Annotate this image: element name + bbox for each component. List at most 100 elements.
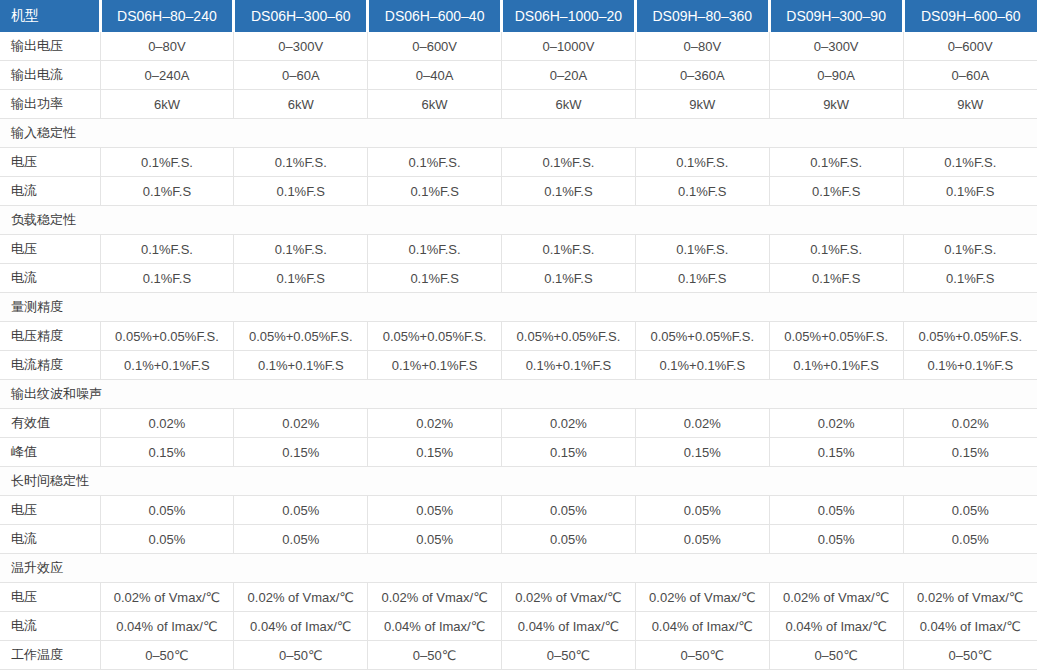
section-row: 长时间稳定性: [0, 467, 1037, 496]
spec-value-cell: 0–90A: [769, 61, 903, 90]
section-label: 温升效应: [0, 554, 1037, 583]
spec-value-cell: 0–50℃: [368, 641, 502, 670]
section-row: 负载稳定性: [0, 206, 1037, 235]
spec-row: 电压0.02% of Vmax/℃0.02% of Vmax/℃0.02% of…: [0, 583, 1037, 612]
spec-value-cell: 0.02% of Vmax/℃: [100, 583, 234, 612]
spec-value-cell: 0–50℃: [635, 641, 769, 670]
spec-value-cell: 0–600V: [903, 32, 1037, 61]
spec-value-cell: 0.02% of Vmax/℃: [368, 583, 502, 612]
spec-value-cell: 0.02% of Vmax/℃: [502, 583, 636, 612]
spec-value-cell: 6kW: [502, 90, 636, 119]
row-label: 输出电流: [0, 61, 100, 90]
spec-value-cell: 0.1%F.S.: [769, 148, 903, 177]
spec-value-cell: 0.1%F.S.: [635, 235, 769, 264]
spec-row: 电压精度0.05%+0.05%F.S.0.05%+0.05%F.S.0.05%+…: [0, 322, 1037, 351]
spec-value-cell: 0.1%F.S: [100, 264, 234, 293]
row-label: 峰值: [0, 438, 100, 467]
spec-value-cell: 0.15%: [234, 438, 368, 467]
spec-value-cell: 0.04% of Imax/℃: [234, 612, 368, 641]
section-label: 输出纹波和噪声: [0, 380, 1037, 409]
spec-value-cell: 0.02%: [100, 409, 234, 438]
header-model-cell: DS09H–300–90: [769, 0, 903, 32]
spec-value-cell: 0.1%+0.1%F.S: [368, 351, 502, 380]
spec-value-cell: 0.05%: [635, 525, 769, 554]
spec-value-cell: 0.05%: [100, 525, 234, 554]
spec-value-cell: 0.02%: [769, 409, 903, 438]
row-label: 输出电压: [0, 32, 100, 61]
spec-value-cell: 0.05%+0.05%F.S.: [769, 322, 903, 351]
spec-value-cell: 0.05%+0.05%F.S.: [100, 322, 234, 351]
spec-value-cell: 0.02% of Vmax/℃: [769, 583, 903, 612]
row-label: 电流: [0, 525, 100, 554]
spec-value-cell: 0.1%F.S: [502, 264, 636, 293]
spec-value-cell: 0.04% of Imax/℃: [769, 612, 903, 641]
spec-value-cell: 0.05%: [502, 525, 636, 554]
spec-value-cell: 0–600V: [368, 32, 502, 61]
row-label: 工作温度: [0, 641, 100, 670]
spec-value-cell: 0.15%: [635, 438, 769, 467]
spec-value-cell: 0.1%F.S: [635, 177, 769, 206]
spec-value-cell: 0–300V: [769, 32, 903, 61]
spec-value-cell: 0–50℃: [502, 641, 636, 670]
spec-value-cell: 0.1%F.S: [502, 177, 636, 206]
spec-value-cell: 0.1%+0.1%F.S: [502, 351, 636, 380]
spec-value-cell: 0–50℃: [100, 641, 234, 670]
spec-row: 电流0.04% of Imax/℃0.04% of Imax/℃0.04% of…: [0, 612, 1037, 641]
spec-value-cell: 0.05%: [502, 496, 636, 525]
spec-value-cell: 0.1%F.S: [769, 177, 903, 206]
spec-value-cell: 0.02%: [502, 409, 636, 438]
row-label: 电流: [0, 177, 100, 206]
row-label: 电流: [0, 612, 100, 641]
spec-value-cell: 0.15%: [769, 438, 903, 467]
spec-row: 电流精度0.1%+0.1%F.S0.1%+0.1%F.S0.1%+0.1%F.S…: [0, 351, 1037, 380]
row-label: 电压精度: [0, 322, 100, 351]
header-model-cell: DS06H–600–40: [368, 0, 502, 32]
spec-value-cell: 0.02%: [368, 409, 502, 438]
spec-value-cell: 0.1%F.S.: [368, 235, 502, 264]
spec-row: 电压0.1%F.S.0.1%F.S.0.1%F.S.0.1%F.S.0.1%F.…: [0, 235, 1037, 264]
spec-row: 峰值0.15%0.15%0.15%0.15%0.15%0.15%0.15%: [0, 438, 1037, 467]
table-body: 输出电压0–80V0–300V0–600V0–1000V0–80V0–300V0…: [0, 32, 1037, 670]
header-model-cell: DS09H–80–360: [635, 0, 769, 32]
spec-value-cell: 0.1%F.S.: [100, 148, 234, 177]
spec-value-cell: 6kW: [368, 90, 502, 119]
spec-value-cell: 0.05%: [635, 496, 769, 525]
spec-value-cell: 0.15%: [903, 438, 1037, 467]
row-label: 电压: [0, 496, 100, 525]
spec-value-cell: 0.1%+0.1%F.S: [234, 351, 368, 380]
spec-value-cell: 0.1%+0.1%F.S: [635, 351, 769, 380]
spec-value-cell: 0.1%F.S.: [502, 235, 636, 264]
spec-value-cell: 0.04% of Imax/℃: [368, 612, 502, 641]
row-label: 电压: [0, 148, 100, 177]
header-model-cell: DS06H–300–60: [234, 0, 368, 32]
spec-value-cell: 0.1%F.S: [635, 264, 769, 293]
spec-value-cell: 0.1%+0.1%F.S: [903, 351, 1037, 380]
spec-value-cell: 0.05%: [769, 496, 903, 525]
spec-value-cell: 0.05%+0.05%F.S.: [903, 322, 1037, 351]
row-label: 电流精度: [0, 351, 100, 380]
spec-value-cell: 0–80V: [635, 32, 769, 61]
spec-value-cell: 0.05%: [903, 496, 1037, 525]
spec-value-cell: 0.1%F.S.: [234, 148, 368, 177]
spec-value-cell: 0.05%: [903, 525, 1037, 554]
section-label: 输入稳定性: [0, 119, 1037, 148]
spec-value-cell: 0–360A: [635, 61, 769, 90]
row-label: 电压: [0, 235, 100, 264]
spec-row: 电流0.1%F.S0.1%F.S0.1%F.S0.1%F.S0.1%F.S0.1…: [0, 264, 1037, 293]
spec-value-cell: 0.02% of Vmax/℃: [903, 583, 1037, 612]
header-model-cell: DS06H–80–240: [100, 0, 234, 32]
header-model-cell: DS09H–600–60: [903, 0, 1037, 32]
spec-table: 机型DS06H–80–240DS06H–300–60DS06H–600–40DS…: [0, 0, 1037, 670]
spec-value-cell: 6kW: [234, 90, 368, 119]
spec-value-cell: 0.1%+0.1%F.S: [769, 351, 903, 380]
spec-value-cell: 0.1%F.S: [903, 264, 1037, 293]
spec-value-cell: 0.1%F.S: [234, 264, 368, 293]
spec-value-cell: 0.05%: [769, 525, 903, 554]
spec-value-cell: 0–50℃: [903, 641, 1037, 670]
spec-row: 有效值0.02%0.02%0.02%0.02%0.02%0.02%0.02%: [0, 409, 1037, 438]
spec-row: 工作温度0–50℃0–50℃0–50℃0–50℃0–50℃0–50℃0–50℃: [0, 641, 1037, 670]
spec-value-cell: 0.1%F.S: [100, 177, 234, 206]
spec-value-cell: 0.05%: [368, 525, 502, 554]
spec-value-cell: 0.04% of Imax/℃: [903, 612, 1037, 641]
spec-value-cell: 0.02%: [635, 409, 769, 438]
